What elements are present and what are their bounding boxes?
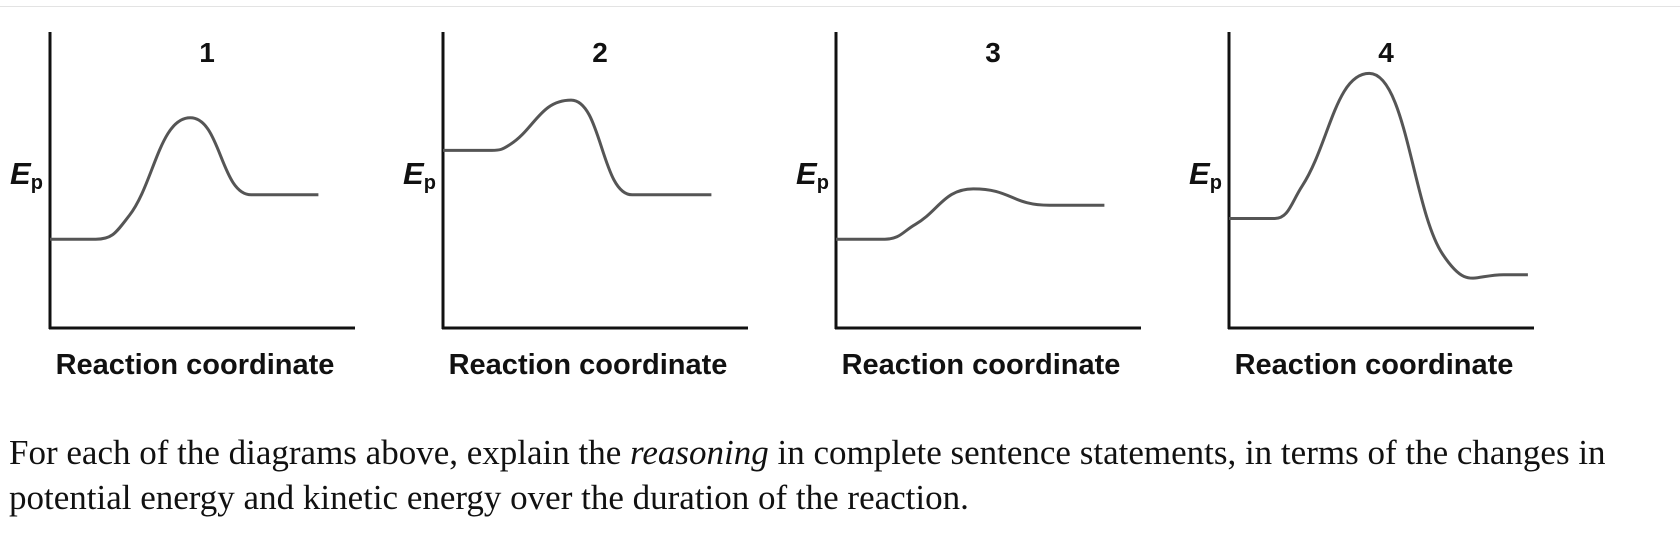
y-axis-label: Ep [1189, 156, 1222, 194]
x-axis-label: Reaction coordinate [1235, 349, 1514, 381]
chart-title: 4 [1378, 37, 1394, 68]
energy-diagrams: 1 Reaction coordinate Ep 2 Reaction coordina… [10, 32, 1534, 381]
energy-curve [443, 98, 712, 197]
y-axis-label: Ep [10, 156, 43, 194]
energy-curve [50, 116, 319, 241]
chart-panel-1: 1 Reaction coordinate Ep [10, 32, 355, 381]
x-axis-label: Reaction coordinate [56, 349, 335, 381]
chart-title: 2 [592, 37, 608, 68]
question-part2: in complete sentence statements, in term… [9, 433, 1606, 517]
x-axis-label: Reaction coordinate [842, 349, 1121, 381]
y-axis-label: Ep [796, 156, 829, 194]
question-text: For each of the diagrams above, explain … [9, 430, 1669, 520]
chart-panel-3: 3 Reaction coordinate Ep [796, 32, 1141, 381]
question-part1: For each of the diagrams above, explain … [9, 433, 631, 472]
energy-curve [1229, 71, 1528, 280]
top-divider [0, 6, 1680, 7]
x-axis-label: Reaction coordinate [449, 349, 728, 381]
chart-title: 1 [199, 37, 215, 68]
chart-panel-4: 4 Reaction coordinate Ep [1189, 32, 1534, 381]
energy-curve [836, 187, 1105, 241]
chart-panel-2: 2 Reaction coordinate Ep [403, 32, 748, 381]
y-axis-label: Ep [403, 156, 436, 194]
question-emphasis: reasoning [630, 433, 769, 472]
chart-title: 3 [985, 37, 1001, 68]
